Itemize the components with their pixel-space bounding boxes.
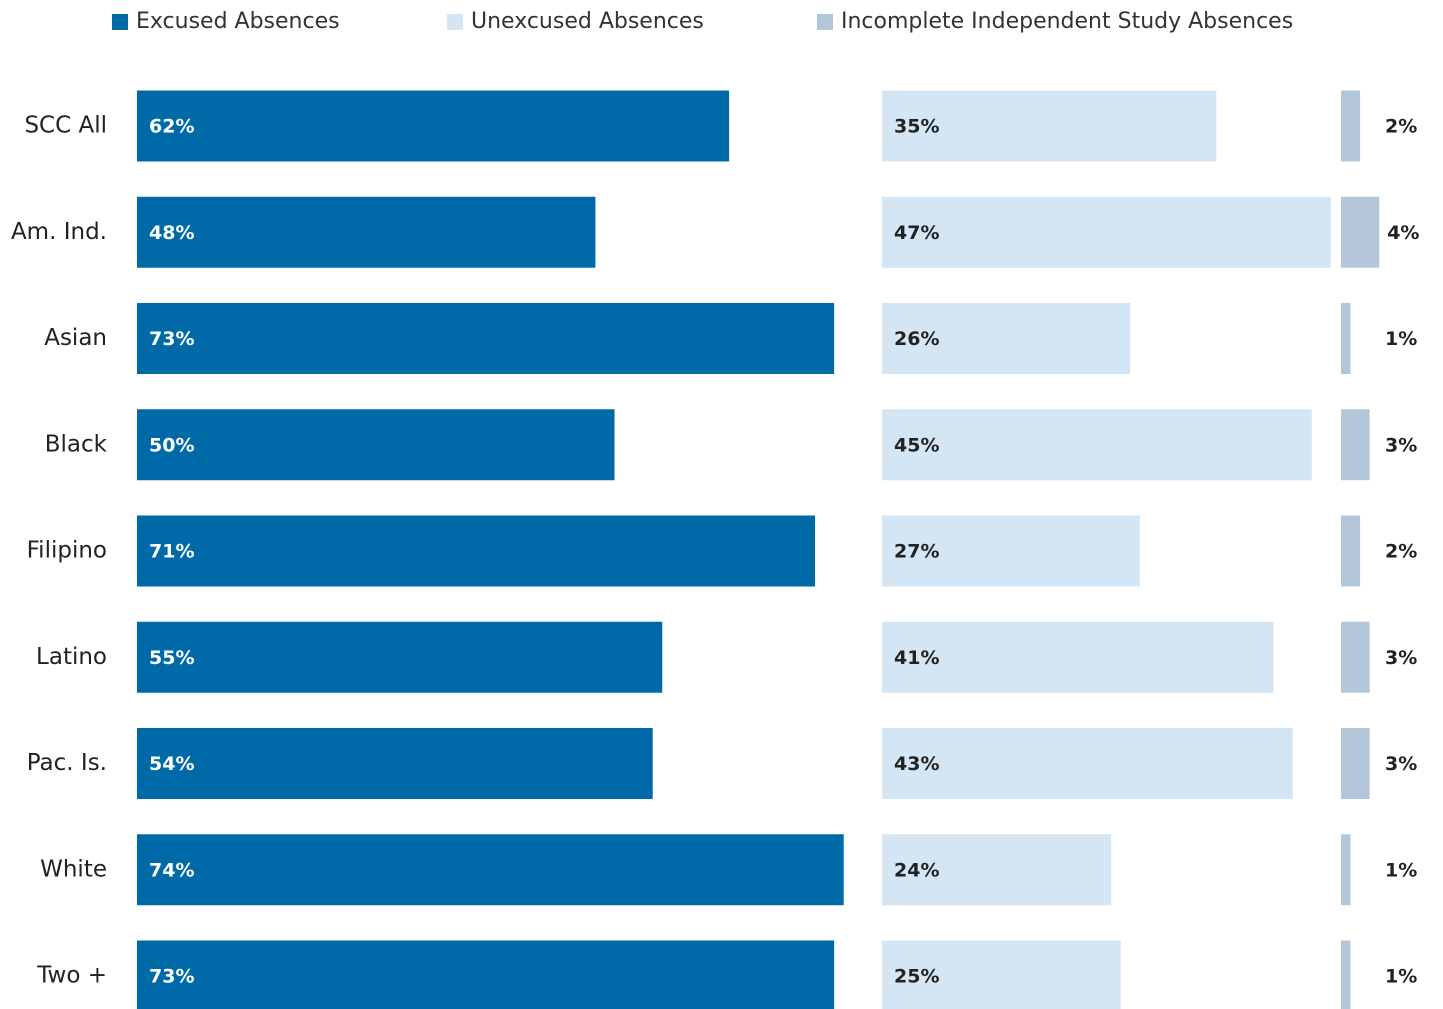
- bar: [137, 90, 730, 162]
- bar: [137, 303, 835, 374]
- bar: [882, 196, 1331, 268]
- value-label: 27%: [894, 541, 939, 563]
- bar: [882, 409, 1312, 481]
- bar: [1341, 90, 1361, 162]
- value-label: 3%: [1385, 753, 1417, 775]
- value-label: 47%: [894, 222, 939, 244]
- bar: [1341, 409, 1370, 481]
- bar: [137, 834, 844, 906]
- category-label: Asian: [44, 325, 107, 351]
- bar: [882, 90, 1217, 162]
- value-label: 43%: [894, 753, 939, 775]
- bar: [1341, 196, 1380, 268]
- bar: [137, 940, 835, 1009]
- value-label: 26%: [894, 328, 939, 350]
- bar: [137, 409, 615, 481]
- value-label: 3%: [1385, 434, 1417, 456]
- category-label: Filipino: [27, 538, 107, 564]
- value-label: 1%: [1385, 328, 1417, 350]
- value-label: 1%: [1385, 859, 1417, 881]
- value-label: 1%: [1385, 966, 1417, 988]
- category-label: White: [40, 856, 107, 882]
- value-label: 55%: [149, 647, 194, 669]
- legend-swatch: [112, 14, 128, 30]
- legend-swatch: [447, 14, 463, 30]
- category-label: Latino: [36, 644, 107, 670]
- bar: [1341, 303, 1351, 374]
- category-label: Two +: [36, 963, 107, 989]
- value-label: 62%: [149, 116, 194, 138]
- value-label: 41%: [894, 647, 939, 669]
- bar: [882, 515, 1140, 587]
- value-label: 25%: [894, 966, 939, 988]
- bar: [1341, 728, 1370, 799]
- value-label: 73%: [149, 966, 194, 988]
- bar: [1341, 834, 1351, 906]
- legend-label: Unexcused Absences: [471, 9, 704, 34]
- legend-label: Incomplete Independent Study Absences: [841, 9, 1293, 34]
- value-label: 48%: [149, 222, 194, 244]
- bar: [882, 621, 1274, 693]
- bar: [137, 621, 663, 693]
- value-label: 71%: [149, 541, 194, 563]
- bar: [882, 728, 1293, 799]
- bar: [882, 940, 1121, 1009]
- value-label: 3%: [1385, 647, 1417, 669]
- bar: [882, 834, 1112, 906]
- bar: [1341, 940, 1351, 1009]
- value-label: 50%: [149, 434, 194, 456]
- category-label: Black: [45, 431, 108, 457]
- value-label: 54%: [149, 753, 194, 775]
- category-label: Pac. Is.: [27, 750, 107, 776]
- value-label: 2%: [1385, 116, 1417, 138]
- bar: [882, 303, 1131, 374]
- legend-label: Excused Absences: [136, 9, 340, 34]
- bar: [137, 728, 653, 799]
- bar: [137, 515, 816, 587]
- bar: [137, 196, 596, 268]
- value-label: 35%: [894, 116, 939, 138]
- category-label: Am. Ind.: [11, 219, 107, 245]
- bar: [1341, 621, 1370, 693]
- legend-swatch: [817, 14, 833, 30]
- bar: [1341, 515, 1361, 587]
- value-label: 2%: [1385, 541, 1417, 563]
- value-label: 74%: [149, 859, 194, 881]
- value-label: 4%: [1387, 222, 1419, 244]
- value-label: 24%: [894, 859, 939, 881]
- value-label: 45%: [894, 434, 939, 456]
- category-label: SCC All: [24, 113, 107, 139]
- value-label: 73%: [149, 328, 194, 350]
